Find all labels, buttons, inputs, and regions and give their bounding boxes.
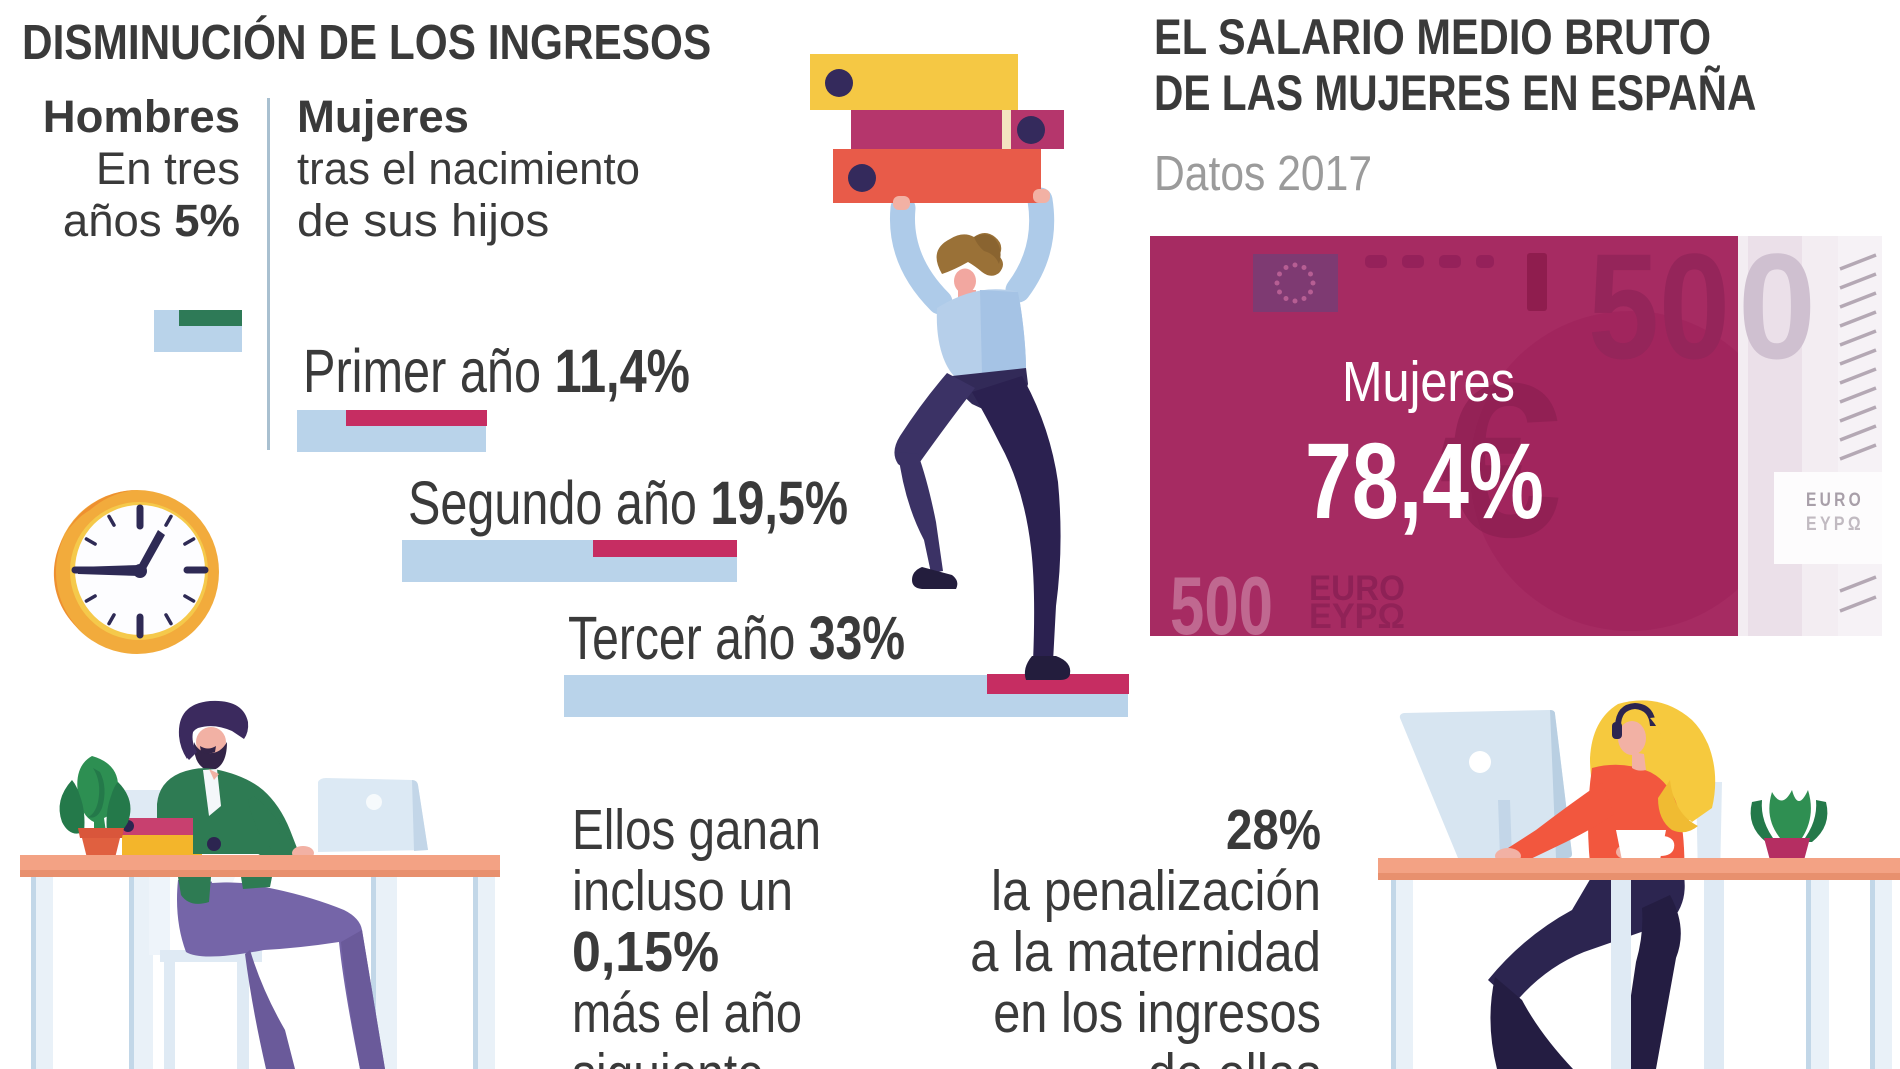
svg-text:EURO: EURO [1309, 569, 1405, 608]
svg-text:EURO: EURO [1806, 490, 1864, 511]
svg-text:€: € [1440, 337, 1562, 583]
svg-text:50: 50 [1588, 236, 1730, 390]
svg-text:78,4%: 78,4% [1305, 420, 1544, 541]
svg-text:500: 500 [1170, 559, 1273, 636]
svg-text:ΕΥΡΩ: ΕΥΡΩ [1806, 514, 1864, 535]
svg-text:0: 0 [1738, 236, 1816, 390]
svg-text:Mujeres: Mujeres [1342, 350, 1515, 414]
svg-text:ΕΥΡΩ: ΕΥΡΩ [1309, 597, 1405, 636]
